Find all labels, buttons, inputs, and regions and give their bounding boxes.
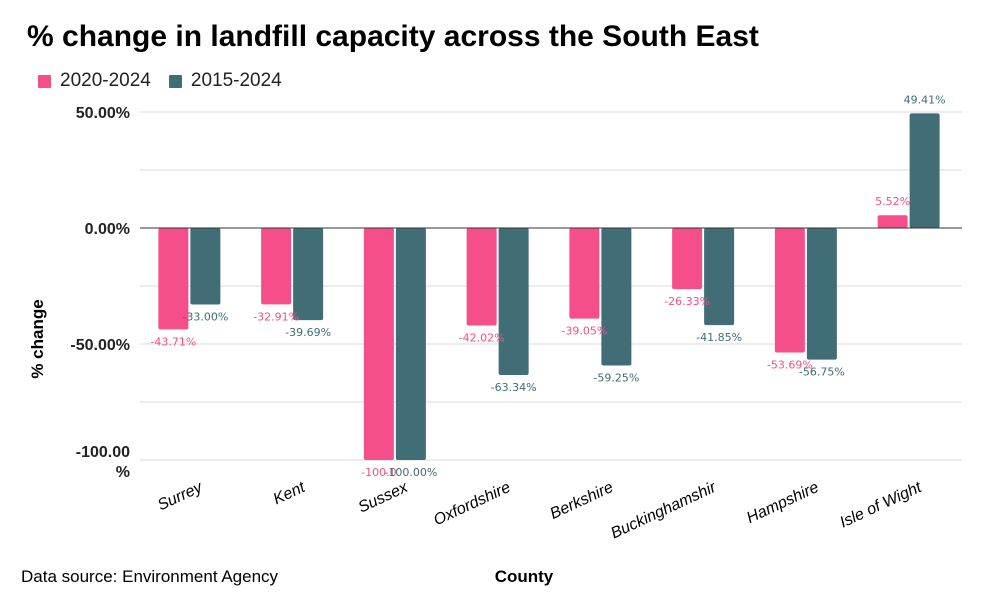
bar-2020-2024-surrey[interactable] [158, 228, 189, 330]
bar-2020-2024-isle-of-wight[interactable] [877, 215, 908, 228]
x-tick-label: Sussex [356, 478, 412, 516]
data-label: -32.91% [253, 310, 299, 323]
x-tick-label: Hampshire [744, 479, 821, 527]
x-tick-label: Oxfordshire [431, 479, 513, 529]
bar-2015-2024-surrey[interactable] [190, 228, 221, 305]
legend-item-series-2[interactable]: 2015-2024 [168, 70, 282, 92]
data-label: 5.52% [875, 195, 910, 208]
y-tick-label: 50.00% [76, 105, 130, 122]
data-label: -53.69% [767, 359, 813, 372]
bar-2020-2024-kent[interactable] [261, 228, 292, 305]
data-label: -42.02% [459, 331, 505, 344]
bar-2020-2024-buckinghamshir[interactable] [672, 228, 703, 290]
y-axis-ticks: 50.00% 0.00% -50.00% -100.00% [70, 105, 130, 481]
data-label: -56.75% [799, 366, 845, 379]
legend-item-series-1[interactable]: 2020-2024 [38, 70, 151, 92]
y-tick-label: -50.00% [70, 337, 130, 354]
y-tick-label-wrap: % [116, 464, 130, 481]
x-tick-label: Surrey [155, 478, 206, 514]
data-label: -100.0 [361, 466, 396, 479]
bar-2020-2024-berkshire[interactable] [569, 228, 600, 319]
bar-2015-2024-kent[interactable] [293, 228, 324, 321]
data-label: 49.41% [904, 93, 946, 106]
legend-label-series-2: 2015-2024 [190, 70, 282, 91]
data-label: -33.00% [182, 311, 228, 324]
legend-swatch-series-1 [38, 74, 51, 88]
data-labels: -43.71% -33.00% -32.91% -39.69% -100.0-100.0… [150, 93, 945, 479]
data-label: -63.34% [491, 381, 537, 394]
chart-title: % change in landfill capacity across the… [27, 20, 759, 53]
bar-2015-2024-isle-of-wight[interactable] [909, 113, 940, 228]
data-source-note: Data source: Environment Agency [21, 567, 279, 586]
x-tick-label: Isle of Wight [837, 479, 924, 532]
data-label: -43.71% [150, 335, 196, 348]
bar-2015-2024-hampshire[interactable] [806, 228, 837, 360]
bar-2020-2024-hampshire[interactable] [774, 228, 805, 353]
bar-2015-2024-buckinghamshir[interactable] [704, 228, 735, 326]
bar-2020-2024-oxfordshire[interactable] [466, 228, 497, 326]
bar-2015-2024-berkshire[interactable] [601, 228, 632, 366]
y-tick-label: -100.00 [76, 444, 130, 461]
y-axis-title: % change [28, 299, 47, 378]
y-tick-label: 0.00% [85, 221, 130, 238]
legend: 2020-2024 2015-2024 [38, 70, 300, 92]
x-tick-label: Kent [271, 479, 309, 509]
x-axis-title: County [495, 567, 554, 586]
legend-swatch-series-2 [168, 74, 182, 88]
data-label: -26.33% [664, 295, 710, 308]
x-tick-label: Buckinghamshir [608, 479, 719, 543]
data-label: -39.69% [285, 326, 331, 339]
bars [158, 113, 940, 460]
data-label: -100.00% [384, 466, 437, 479]
x-axis-ticks: Surrey Kent Sussex Oxfordshire BerkshireBuck… [155, 478, 925, 542]
bar-2015-2024-sussex[interactable] [395, 228, 426, 460]
legend-label-series-1: 2020-2024 [60, 70, 151, 91]
x-tick-label: Berkshire [548, 479, 617, 523]
data-label: -59.25% [593, 371, 639, 384]
data-label: -41.85% [696, 331, 742, 344]
data-label: -39.05% [561, 325, 607, 338]
bar-2020-2024-sussex[interactable] [363, 228, 394, 460]
bar-2015-2024-oxfordshire[interactable] [498, 228, 529, 375]
